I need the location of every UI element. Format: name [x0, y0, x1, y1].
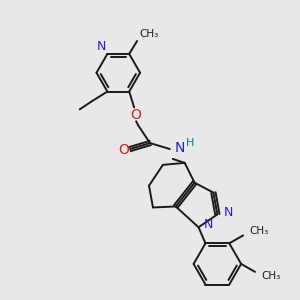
Text: CH₃: CH₃ [139, 29, 158, 39]
Text: H: H [186, 138, 194, 148]
Text: O: O [131, 108, 142, 122]
Text: CH₃: CH₃ [261, 271, 280, 281]
Text: O: O [118, 143, 129, 157]
Text: N: N [97, 40, 106, 53]
Text: N: N [175, 141, 185, 155]
Text: CH₃: CH₃ [249, 226, 268, 236]
Text: N: N [203, 218, 213, 231]
Text: N: N [223, 206, 233, 219]
